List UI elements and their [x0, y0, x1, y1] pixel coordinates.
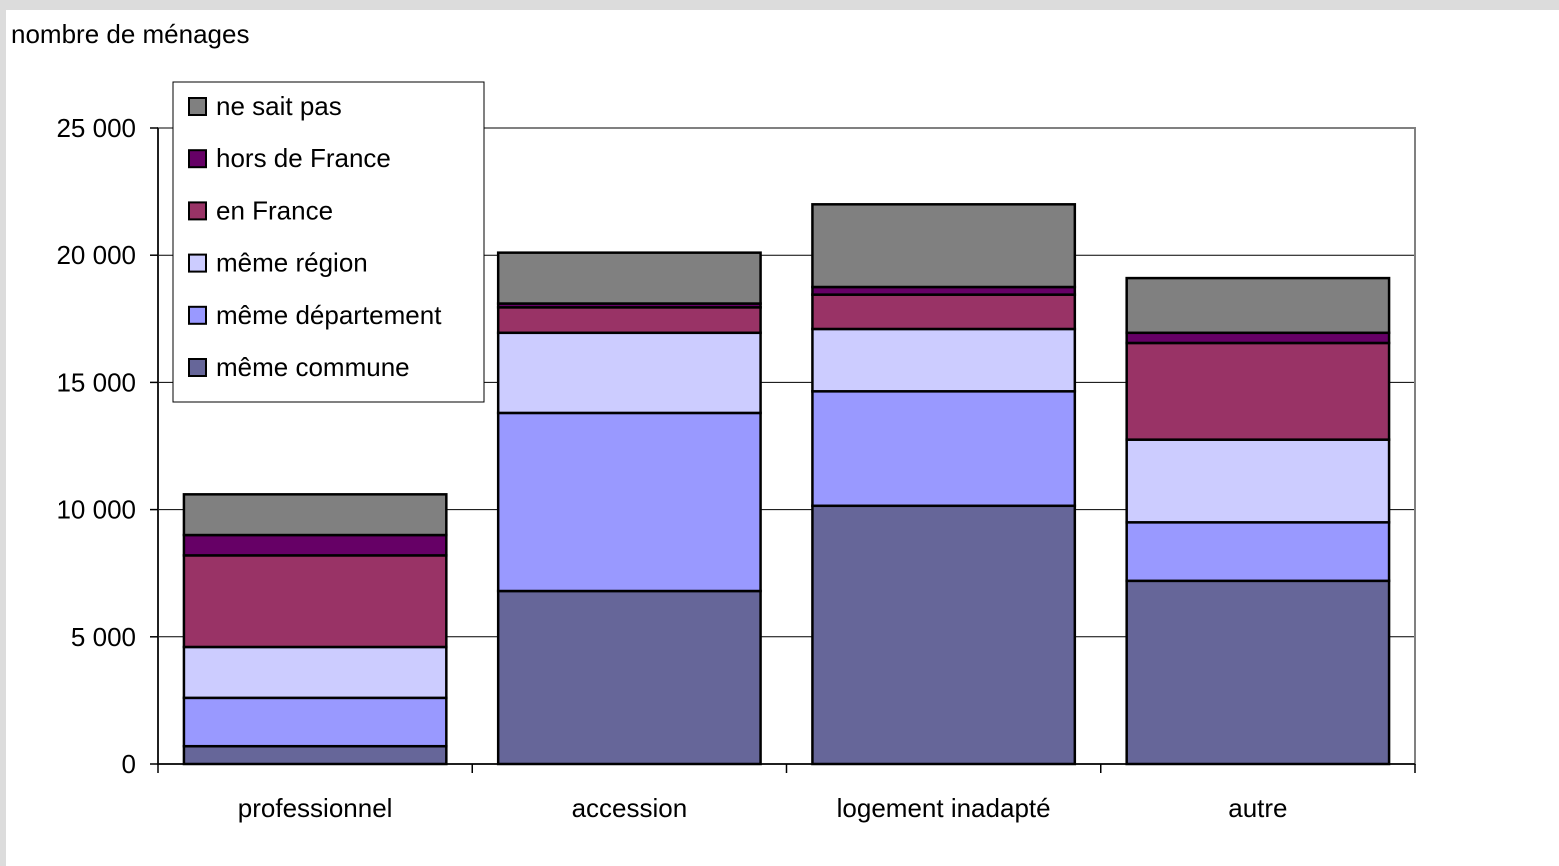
bar-segment: [811, 504, 1077, 766]
legend: ne sait pas hors de France en France même r…: [172, 81, 485, 403]
x-tick-label: professionnel: [238, 793, 393, 823]
axes: [150, 127, 1416, 773]
bar-segment: [1125, 276, 1391, 335]
y-tick-label: 10 000: [56, 495, 136, 525]
bar-segment: [811, 203, 1077, 289]
y-tick-label: 20 000: [56, 240, 136, 270]
legend-label: même région: [216, 248, 368, 278]
bar-segment: [1125, 438, 1391, 524]
bars: [182, 203, 1391, 766]
bar-segment: [811, 293, 1077, 331]
y-tick-label: 5 000: [71, 622, 136, 652]
y-tick-labels: 0 5 000 10 000 15 000 20 000 25 000: [56, 113, 136, 779]
bar-segment: [496, 411, 762, 593]
bar-segment: [182, 493, 448, 537]
legend-label: même département: [216, 300, 442, 330]
bar-segment: [182, 696, 448, 748]
bar-segment: [496, 306, 762, 335]
legend-swatch: [188, 358, 207, 377]
x-tick-label: logement inadapté: [837, 793, 1051, 823]
legend-swatch: [188, 305, 207, 325]
bar-segment: [182, 533, 448, 557]
x-tick-label: autre: [1228, 793, 1287, 823]
bar-segment: [182, 645, 448, 700]
bar-segment: [1125, 331, 1391, 345]
x-tick-label: accession: [572, 793, 688, 823]
legend-box: [172, 81, 485, 403]
legend-swatch: [188, 253, 207, 273]
legend-label: ne sait pas: [216, 91, 342, 121]
y-axis-label: nombre de ménages: [11, 19, 249, 49]
bar-segment: [811, 327, 1077, 393]
y-tick-label: 15 000: [56, 367, 136, 397]
bar-segment: [496, 589, 762, 766]
legend-label: en France: [216, 195, 333, 225]
y-tick-label: 25 000: [56, 113, 136, 143]
bar-segment: [811, 390, 1077, 508]
x-tick-labels: professionnel accession logement inadapté a…: [238, 793, 1288, 823]
bar-segment: [1125, 341, 1391, 441]
stacked-bar-chart: nombre de ménages 0 5 000 10 000 15 000 20 0…: [11, 19, 1416, 823]
legend-swatch: [188, 97, 207, 116]
legend-label: hors de France: [216, 143, 391, 173]
legend-swatch: [188, 149, 207, 169]
bar-segment: [1125, 521, 1391, 583]
chart-frame: nombre de ménages 0 5 000 10 000 15 000 20 0…: [6, 10, 1559, 866]
bar-segment: [182, 554, 448, 649]
legend-label: même commune: [216, 352, 410, 382]
bar-segment: [496, 331, 762, 415]
legend-swatch: [188, 201, 207, 221]
bar-segment: [1125, 579, 1391, 766]
bar-segment: [182, 744, 448, 766]
y-tick-label: 0: [122, 749, 136, 779]
bar-segment: [496, 251, 762, 305]
